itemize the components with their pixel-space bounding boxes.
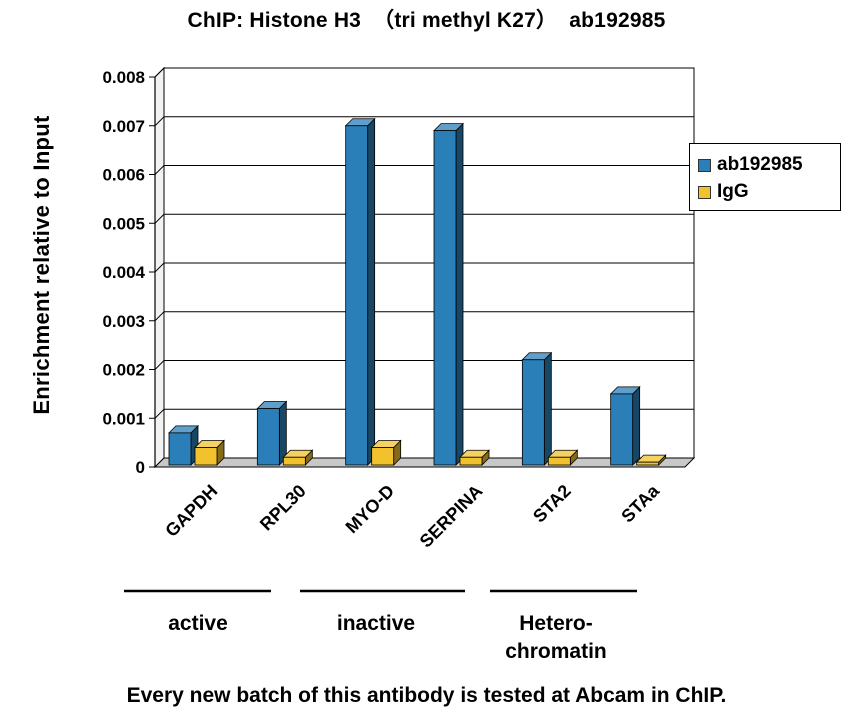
group-label-inactive: inactive: [337, 612, 415, 635]
group-label-line: Hetero-: [519, 612, 593, 635]
chart-title: ChIP: Histone H3 （tri methyl K27） ab1929…: [187, 9, 666, 32]
y-tick-label-6: 0.006: [102, 166, 145, 185]
x-tick-label-sta2: STA2: [529, 481, 575, 527]
gridline-1: [154, 408, 694, 419]
x-tick-label-staa: STAa: [617, 480, 663, 526]
bar-ab192985-sta2: [521, 359, 545, 466]
y-tick-label-1: 0.001: [102, 409, 145, 428]
group-label-line: active: [168, 612, 228, 635]
y-tick-label-8: 0.008: [102, 68, 145, 87]
bar-ab192985-gapdh: [168, 432, 192, 466]
legend-swatch-igg: [698, 185, 711, 199]
y-tick-label-4: 0.004: [102, 263, 145, 282]
y-tick-label-2: 0.002: [102, 361, 145, 380]
y-tick-label-7: 0.007: [102, 117, 145, 136]
gridline-5: [154, 213, 694, 224]
x-tick-label-serpina: SERPINA: [416, 481, 487, 552]
bar-ab192985-sta2-side: [543, 351, 552, 466]
gridline-8: [154, 67, 694, 78]
bar-ab192985-staa: [610, 393, 634, 466]
group-label-line: chromatin: [505, 640, 607, 663]
gridline-7: [154, 116, 694, 127]
bar-igg-staa: [636, 461, 660, 466]
gridline-3: [154, 311, 694, 322]
y-tick-label-3: 0.003: [102, 312, 145, 331]
bar-igg-myo-d: [371, 447, 395, 466]
figure-caption: Every new batch of this antibody is test…: [126, 684, 727, 707]
legend-item-ab192985: ab192985: [698, 154, 803, 176]
bar-igg-serpina: [459, 456, 483, 466]
gridline-4: [154, 262, 694, 273]
x-tick-label-gapdh: GAPDH: [161, 481, 221, 541]
legend-label-igg: IgG: [717, 181, 749, 202]
bar-igg-sta2: [547, 456, 571, 466]
y-tick-label-0: 0: [136, 458, 145, 477]
group-label-hetero-chromatin: Hetero-chromatin: [505, 612, 607, 663]
bar-ab192985-rpl30: [256, 408, 280, 466]
legend-item-igg: IgG: [698, 181, 749, 203]
bar-ab192985-serpina-side: [455, 122, 464, 466]
bar-igg-gapdh: [194, 447, 218, 466]
legend-label-ab192985: ab192985: [717, 154, 803, 175]
y-tick-label-5: 0.005: [102, 214, 145, 233]
group-label-active: active: [168, 612, 228, 635]
bar-ab192985-myo-d-side: [367, 117, 376, 466]
gridline-2: [154, 360, 694, 370]
bar-igg-rpl30: [282, 456, 306, 466]
legend-swatch-ab192985: [698, 158, 711, 172]
x-tick-label-rpl30: RPL30: [256, 481, 310, 535]
bar-ab192985-staa-side: [632, 385, 641, 466]
legend: ab192985 IgG: [689, 143, 841, 211]
bar-ab192985-serpina: [433, 130, 457, 466]
group-label-line: inactive: [337, 612, 415, 635]
gridline-6: [154, 165, 694, 175]
bar-ab192985-myo-d: [345, 125, 369, 466]
x-tick-label-myo-d: MYO-D: [342, 481, 399, 538]
